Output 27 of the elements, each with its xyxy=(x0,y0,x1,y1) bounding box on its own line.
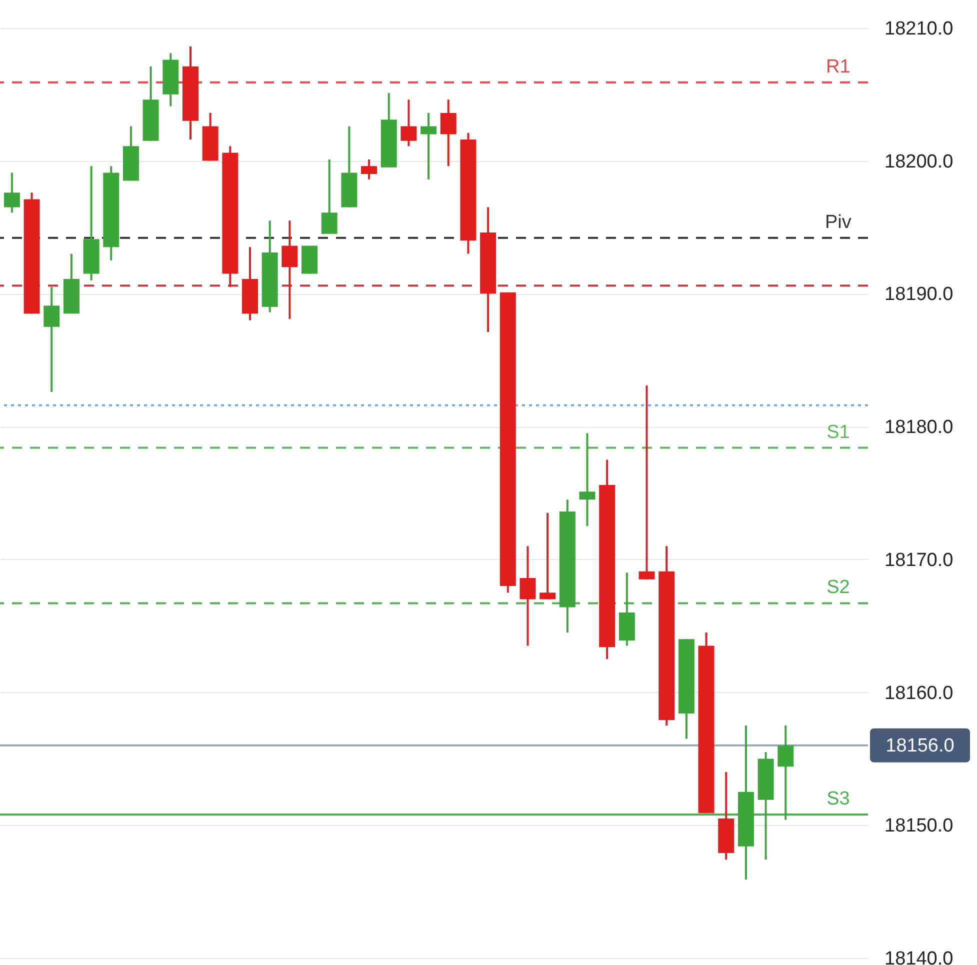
candlestick xyxy=(520,545,536,647)
candlestick xyxy=(440,98,456,168)
y-tick-label: 18140.0 xyxy=(884,948,954,965)
candlestick xyxy=(420,112,437,180)
candlestick xyxy=(400,98,417,148)
candlestick xyxy=(4,172,20,214)
candlestick xyxy=(579,432,596,528)
y-tick-label: 18170.0 xyxy=(884,550,954,571)
y-tick-label: 18210.0 xyxy=(884,18,954,40)
ref-line-label: R1 xyxy=(826,56,850,78)
y-tick-label: 18150.0 xyxy=(884,816,954,837)
ref-line-label: Piv xyxy=(825,212,852,233)
candlestick xyxy=(778,724,794,821)
y-tick-label: 18160.0 xyxy=(884,682,954,704)
text: 18156.0 xyxy=(886,735,954,756)
candlestick xyxy=(44,286,60,393)
candlestick xyxy=(638,384,655,580)
ref-line-label: S1 xyxy=(826,422,850,443)
ref-line-label: S2 xyxy=(826,577,850,598)
y-tick-label: 18180.0 xyxy=(884,417,954,438)
y-tick-label: 18190.0 xyxy=(884,284,954,306)
candlestick xyxy=(321,158,338,235)
candlestick xyxy=(540,512,556,600)
ref-line-label: S3 xyxy=(826,788,850,810)
candlestick xyxy=(282,220,298,320)
candlestick xyxy=(361,158,378,180)
y-tick-label: 18200.0 xyxy=(884,151,954,172)
